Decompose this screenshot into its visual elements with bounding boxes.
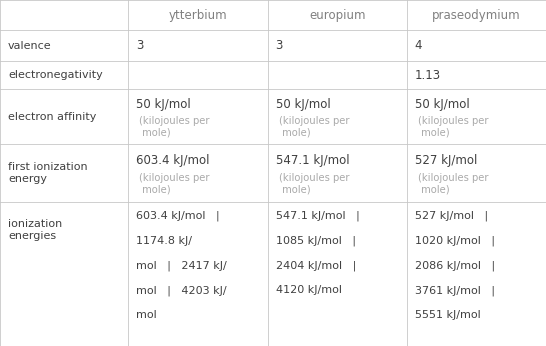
Text: mol   |   2417 kJ/: mol | 2417 kJ/	[136, 260, 227, 271]
Text: 4120 kJ/mol: 4120 kJ/mol	[276, 285, 342, 295]
Text: electronegativity: electronegativity	[8, 70, 103, 80]
Text: electron affinity: electron affinity	[8, 112, 97, 121]
Text: 50 kJ/mol: 50 kJ/mol	[415, 98, 470, 111]
Text: 527 kJ/mol: 527 kJ/mol	[415, 154, 477, 167]
Text: 527 kJ/mol   |: 527 kJ/mol |	[415, 211, 488, 221]
Text: (kilojoules per
 mole): (kilojoules per mole)	[418, 173, 488, 194]
Text: (kilojoules per
 mole): (kilojoules per mole)	[139, 173, 210, 194]
Text: 50 kJ/mol: 50 kJ/mol	[136, 98, 191, 111]
Text: 1174.8 kJ/: 1174.8 kJ/	[136, 236, 192, 246]
Text: (kilojoules per
 mole): (kilojoules per mole)	[278, 173, 349, 194]
Text: praseodymium: praseodymium	[432, 9, 521, 22]
Text: 603.4 kJ/mol: 603.4 kJ/mol	[136, 154, 210, 167]
Text: ytterbium: ytterbium	[169, 9, 227, 22]
Text: 1085 kJ/mol   |: 1085 kJ/mol |	[276, 236, 355, 246]
Text: 50 kJ/mol: 50 kJ/mol	[276, 98, 330, 111]
Text: 547.1 kJ/mol   |: 547.1 kJ/mol |	[276, 211, 359, 221]
Text: (kilojoules per
 mole): (kilojoules per mole)	[418, 116, 488, 137]
Text: 3: 3	[136, 39, 144, 52]
Text: 3: 3	[276, 39, 283, 52]
Text: (kilojoules per
 mole): (kilojoules per mole)	[278, 116, 349, 137]
Text: mol   |   4203 kJ/: mol | 4203 kJ/	[136, 285, 227, 295]
Text: 4: 4	[415, 39, 422, 52]
Text: europium: europium	[309, 9, 365, 22]
Text: (kilojoules per
 mole): (kilojoules per mole)	[139, 116, 210, 137]
Text: valence: valence	[8, 41, 52, 51]
Text: 3761 kJ/mol   |: 3761 kJ/mol |	[415, 285, 495, 295]
Text: 2086 kJ/mol   |: 2086 kJ/mol |	[415, 260, 495, 271]
Text: 5551 kJ/mol: 5551 kJ/mol	[415, 310, 480, 320]
Text: first ionization
energy: first ionization energy	[8, 162, 87, 184]
Text: 603.4 kJ/mol   |: 603.4 kJ/mol |	[136, 211, 220, 221]
Text: ionization
energies: ionization energies	[8, 219, 62, 241]
Text: 2404 kJ/mol   |: 2404 kJ/mol |	[276, 260, 356, 271]
Text: 547.1 kJ/mol: 547.1 kJ/mol	[276, 154, 349, 167]
Text: 1.13: 1.13	[415, 69, 441, 82]
Text: mol: mol	[136, 310, 157, 320]
Text: 1020 kJ/mol   |: 1020 kJ/mol |	[415, 236, 495, 246]
